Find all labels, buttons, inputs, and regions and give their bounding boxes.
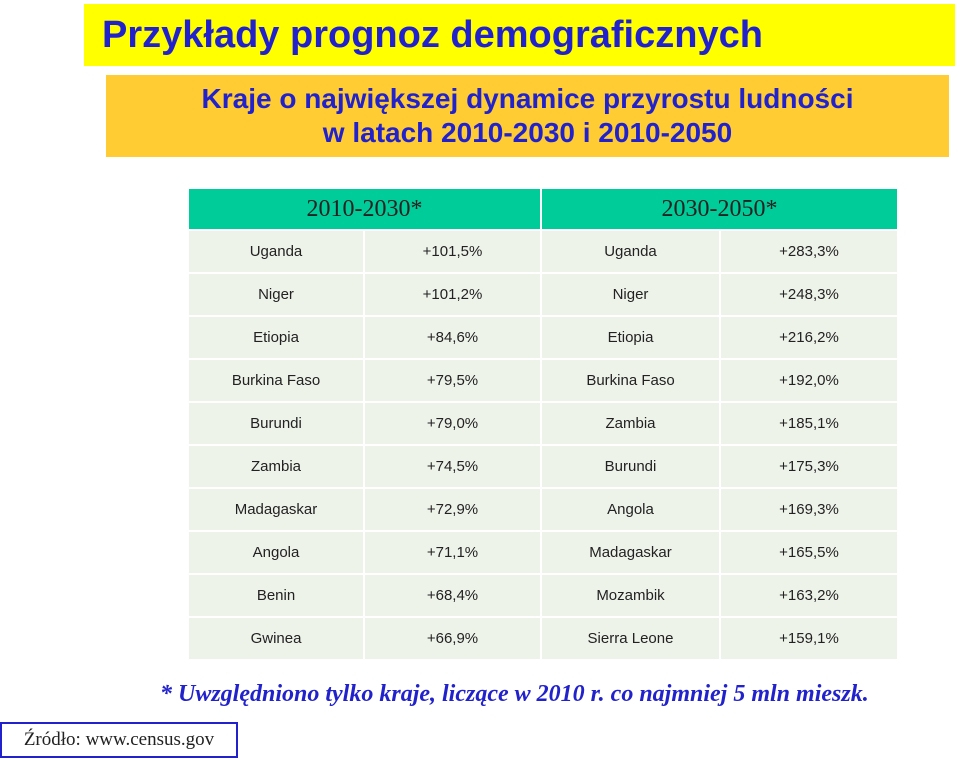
cell-country-2030: Etiopia: [187, 315, 365, 360]
cell-growth-2030: +66,9%: [363, 616, 542, 661]
cell-growth-2030: +84,6%: [363, 315, 542, 360]
cell-growth-2050: +159,1%: [719, 616, 899, 661]
cell-country-2050: Etiopia: [540, 315, 721, 360]
table-header-row: 2010-2030* 2030-2050*: [187, 187, 899, 231]
source-box: Źródło: www.census.gov: [0, 722, 238, 758]
subtitle-line-1: Kraje o największej dynamice przyrostu l…: [201, 83, 854, 114]
page-title: Przykłady prognoz demograficznych: [102, 14, 763, 56]
table-body: Uganda +101,5% Uganda +283,3% Niger +101,2% Ni…: [187, 229, 899, 661]
cell-country-2050: Mozambik: [540, 573, 721, 618]
cell-country-2030: Madagaskar: [187, 487, 365, 532]
title-banner: Przykłady prognoz demograficznych: [84, 4, 955, 66]
cell-growth-2050: +175,3%: [719, 444, 899, 489]
cell-country-2030: Angola: [187, 530, 365, 575]
cell-growth-2050: +283,3%: [719, 229, 899, 274]
table-row: Burkina Faso +79,5% Burkina Faso +192,0%: [187, 358, 899, 403]
cell-country-2050: Madagaskar: [540, 530, 721, 575]
cell-growth-2030: +68,4%: [363, 573, 542, 618]
cell-country-2050: Angola: [540, 487, 721, 532]
cell-country-2030: Burkina Faso: [187, 358, 365, 403]
table-row: Gwinea +66,9% Sierra Leone +159,1%: [187, 616, 899, 661]
header-2030-2050: 2030-2050*: [540, 187, 899, 231]
cell-growth-2050: +185,1%: [719, 401, 899, 446]
cell-growth-2030: +101,2%: [363, 272, 542, 317]
table-row: Niger +101,2% Niger +248,3%: [187, 272, 899, 317]
cell-growth-2050: +169,3%: [719, 487, 899, 532]
forecast-table: 2010-2030* 2030-2050* Uganda +101,5% Ugand…: [187, 187, 899, 661]
table-row: Benin +68,4% Mozambik +163,2%: [187, 573, 899, 618]
table-row: Etiopia +84,6% Etiopia +216,2%: [187, 315, 899, 360]
forecast-table-container: 2010-2030* 2030-2050* Uganda +101,5% Ugand…: [187, 187, 899, 661]
cell-country-2050: Zambia: [540, 401, 721, 446]
table-row: Zambia +74,5% Burundi +175,3%: [187, 444, 899, 489]
cell-country-2030: Niger: [187, 272, 365, 317]
cell-growth-2050: +248,3%: [719, 272, 899, 317]
table-row: Uganda +101,5% Uganda +283,3%: [187, 229, 899, 274]
table-row: Angola +71,1% Madagaskar +165,5%: [187, 530, 899, 575]
cell-growth-2050: +163,2%: [719, 573, 899, 618]
cell-country-2050: Burundi: [540, 444, 721, 489]
cell-growth-2030: +74,5%: [363, 444, 542, 489]
footnote: * Uwzględniono tylko kraje, liczące w 20…: [160, 681, 869, 707]
cell-country-2030: Burundi: [187, 401, 365, 446]
cell-growth-2030: +101,5%: [363, 229, 542, 274]
cell-growth-2050: +165,5%: [719, 530, 899, 575]
cell-country-2030: Gwinea: [187, 616, 365, 661]
cell-growth-2030: +71,1%: [363, 530, 542, 575]
cell-growth-2050: +216,2%: [719, 315, 899, 360]
cell-growth-2030: +79,5%: [363, 358, 542, 403]
cell-country-2050: Uganda: [540, 229, 721, 274]
cell-country-2050: Sierra Leone: [540, 616, 721, 661]
cell-country-2030: Benin: [187, 573, 365, 618]
cell-growth-2050: +192,0%: [719, 358, 899, 403]
cell-growth-2030: +72,9%: [363, 487, 542, 532]
header-2010-2030: 2010-2030*: [187, 187, 542, 231]
cell-country-2030: Uganda: [187, 229, 365, 274]
subtitle-banner: Kraje o największej dynamice przyrostu l…: [106, 75, 949, 157]
cell-country-2030: Zambia: [187, 444, 365, 489]
subtitle-line-2: w latach 2010-2030 i 2010-2050: [322, 117, 733, 148]
cell-growth-2030: +79,0%: [363, 401, 542, 446]
source-label: Źródło: www.census.gov: [23, 729, 215, 750]
table-row: Burundi +79,0% Zambia +185,1%: [187, 401, 899, 446]
table-row: Madagaskar +72,9% Angola +169,3%: [187, 487, 899, 532]
cell-country-2050: Niger: [540, 272, 721, 317]
cell-country-2050: Burkina Faso: [540, 358, 721, 403]
